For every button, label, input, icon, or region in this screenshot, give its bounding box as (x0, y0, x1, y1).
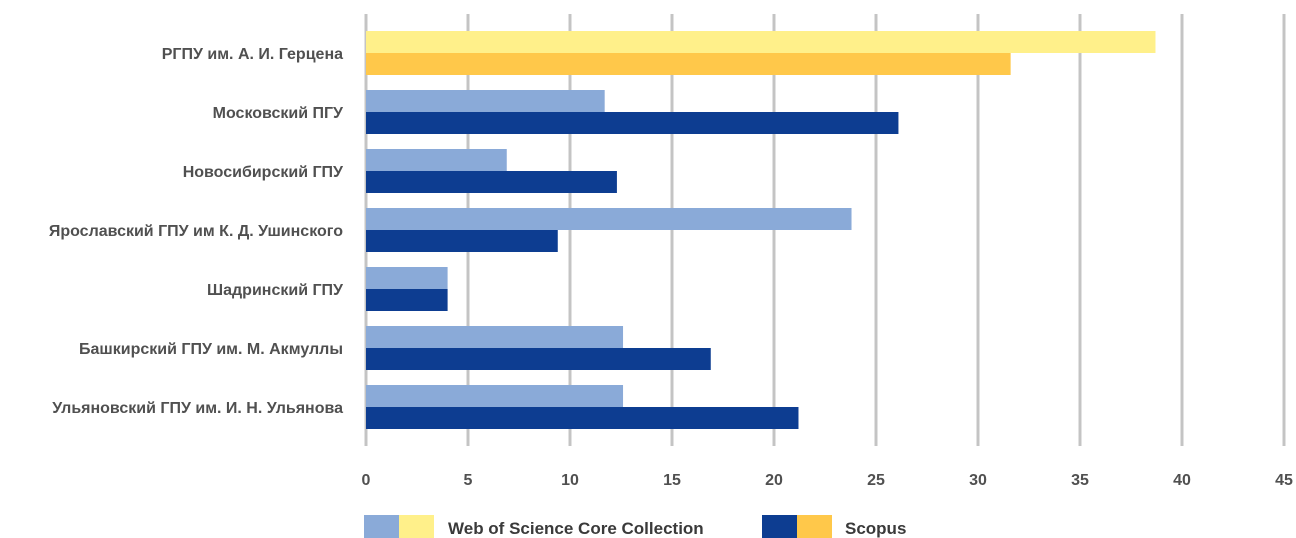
bar-wos-6 (366, 385, 624, 407)
bar-scopus-6 (366, 407, 799, 429)
bar-scopus-2 (366, 171, 617, 193)
x-tick-label: 0 (362, 472, 371, 489)
category-label: Новосибирский ГПУ (183, 164, 344, 181)
x-tick-label: 20 (765, 472, 783, 489)
x-tick-label: 10 (561, 472, 579, 489)
category-label: Башкирский ГПУ им. М. Акмуллы (79, 341, 343, 358)
bar-scopus-5 (366, 348, 711, 370)
bar-scopus-3 (366, 230, 558, 252)
x-tick-label: 25 (867, 472, 885, 489)
legend-label-wos: Web of Science Core Collection (448, 519, 704, 538)
x-tick-label: 30 (969, 472, 987, 489)
x-tick-label: 35 (1071, 472, 1089, 489)
x-tick-label: 45 (1275, 472, 1293, 489)
x-tick-label: 15 (663, 472, 681, 489)
legend-swatch-wos-highlight (399, 515, 434, 538)
category-label: Ярославский ГПУ им К. Д. Ушинского (49, 223, 343, 240)
category-label: Московский ПГУ (213, 105, 344, 122)
category-label: РГПУ им. А. И. Герцена (162, 46, 343, 63)
x-tick-label: 40 (1173, 472, 1191, 489)
category-labels: РГПУ им. А. И. Герцена Московский ПГУ Ново… (49, 46, 344, 417)
bar-scopus-4 (366, 289, 448, 311)
legend-label-scopus: Scopus (845, 519, 906, 538)
legend-swatch-scopus-highlight (797, 515, 832, 538)
x-tick-label: 5 (464, 472, 473, 489)
bar-wos-5 (366, 326, 624, 348)
category-label: Ульяновский ГПУ им. И. Н. Ульянова (52, 400, 343, 417)
bar-wos-0 (366, 31, 1156, 53)
bar-scopus-1 (366, 112, 899, 134)
bar-wos-4 (366, 267, 448, 289)
bar-wos-1 (366, 90, 605, 112)
bar-scopus-0 (366, 53, 1011, 75)
legend-swatch-wos-primary (364, 515, 399, 538)
legend: Web of Science Core Collection Scopus (364, 515, 906, 538)
legend-swatch-scopus-primary (762, 515, 797, 538)
x-tick-labels: 0 5 10 15 20 25 30 35 40 45 (362, 472, 1293, 489)
bars (366, 31, 1156, 429)
category-label: Шадринский ГПУ (207, 282, 344, 299)
bar-wos-2 (366, 149, 507, 171)
bar-wos-3 (366, 208, 852, 230)
